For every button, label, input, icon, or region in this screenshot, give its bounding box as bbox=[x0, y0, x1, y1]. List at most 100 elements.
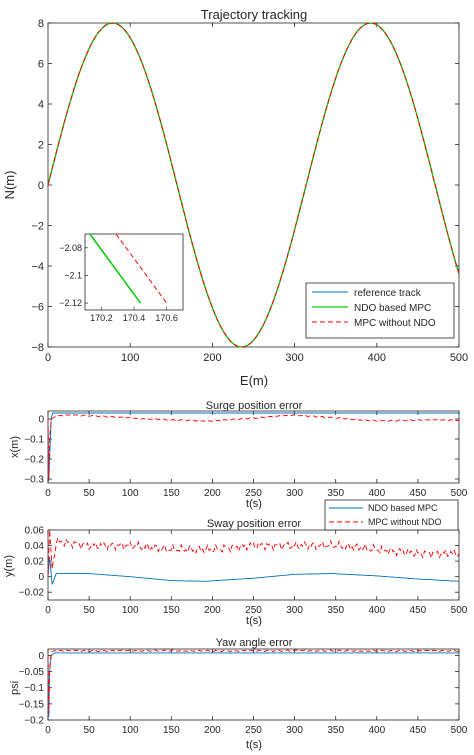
x-tick-label: 0 bbox=[45, 725, 51, 736]
y-tick-labels: 8 6 4 2 0 −2 −4 −6 −8 bbox=[31, 18, 459, 354]
x-tick-label: 400 bbox=[368, 488, 385, 499]
x-tick-label: 350 bbox=[327, 725, 344, 736]
inset-y-tick-label: −2.08 bbox=[59, 243, 82, 253]
x-tick-label: 500 bbox=[451, 488, 468, 499]
y-tick-label: −0.05 bbox=[19, 667, 45, 678]
y-tick-label: −0.1 bbox=[24, 435, 44, 446]
y-tick-label: −6 bbox=[31, 301, 44, 313]
x-tick-label: 400 bbox=[368, 352, 386, 364]
y-tick-labels: 0 −0.05 −0.1 −0.15 −0.2 bbox=[19, 651, 459, 727]
x-tick-label: 0 bbox=[45, 605, 51, 616]
y-tick-label: 0.04 bbox=[25, 541, 45, 552]
x-tick-label: 400 bbox=[368, 605, 385, 616]
series-lines bbox=[47, 649, 460, 717]
x-tick-label: 200 bbox=[204, 725, 221, 736]
plot-area bbox=[47, 648, 460, 721]
x-tick-label: 250 bbox=[245, 725, 262, 736]
inset-x-tick-label: 170.2 bbox=[90, 313, 113, 323]
x-tick-label: 100 bbox=[122, 605, 139, 616]
x-tick-label: 500 bbox=[450, 352, 468, 364]
x-tick-label: 100 bbox=[122, 725, 139, 736]
series-line-0 bbox=[47, 652, 459, 717]
series-line-1 bbox=[47, 414, 460, 480]
y-tick-label: 2 bbox=[38, 139, 44, 151]
x-tick-label: 150 bbox=[163, 605, 180, 616]
x-tick-label: 150 bbox=[163, 725, 180, 736]
inset-line-0 bbox=[89, 233, 142, 304]
x-tick-labels: 0 50 100 150 200 250 300 350 400 450 500 bbox=[45, 411, 468, 499]
inset-x-ticks: 170.2 170.4 170.6 bbox=[90, 307, 178, 323]
series-line-2 bbox=[47, 22, 460, 348]
y-tick-label: −0.15 bbox=[19, 699, 45, 710]
plot-area bbox=[47, 529, 460, 601]
x-tick-label: 50 bbox=[84, 605, 96, 616]
legend-label: MPC without NDO bbox=[368, 517, 442, 527]
x-tick-label: 300 bbox=[286, 488, 303, 499]
zoom-inset: 170.2 170.4 170.6 −2.08 −2.1 −2.12 bbox=[59, 233, 184, 323]
inset-y-tick-label: −2.1 bbox=[64, 270, 82, 280]
y-tick-label: −0.3 bbox=[24, 475, 44, 486]
x-tick-label: 200 bbox=[204, 605, 221, 616]
series-lines bbox=[47, 529, 460, 585]
surge-error-plot: Surge position error 0 50 100 150 200 250 300 3… bbox=[9, 400, 468, 510]
y-tick-label: −0.1 bbox=[24, 683, 44, 694]
x-tick-label: 150 bbox=[163, 488, 180, 499]
y-tick-label: 0 bbox=[38, 180, 44, 192]
x-tick-label: 0 bbox=[45, 488, 51, 499]
y-tick-label: 0 bbox=[38, 572, 44, 583]
legend-box bbox=[305, 282, 455, 339]
y-tick-label: 0.02 bbox=[25, 557, 45, 568]
chart-title: Surge position error bbox=[206, 400, 303, 412]
inset-line-1 bbox=[115, 233, 168, 304]
y-tick-label: −2 bbox=[31, 220, 44, 232]
x-tick-label: 0 bbox=[45, 352, 51, 364]
inset-y-ticks: −2.08 −2.1 −2.12 bbox=[59, 243, 88, 308]
series-line-0 bbox=[47, 412, 459, 482]
y-axis-label: psi bbox=[9, 681, 21, 695]
y-tick-label: 0.06 bbox=[25, 526, 45, 537]
y-axis-label: x(m) bbox=[9, 436, 21, 458]
x-tick-label: 350 bbox=[327, 605, 344, 616]
x-tick-label: 250 bbox=[245, 605, 262, 616]
x-tick-labels: 0 50 100 150 200 250 300 350 400 450 500 bbox=[45, 530, 468, 616]
inset-y-tick-label: −2.12 bbox=[59, 298, 82, 308]
x-tick-label: 350 bbox=[327, 488, 344, 499]
x-tick-label: 300 bbox=[286, 725, 303, 736]
x-tick-label: 500 bbox=[451, 605, 468, 616]
inset-x-tick-label: 170.4 bbox=[123, 313, 146, 323]
y-tick-label: 6 bbox=[38, 58, 44, 70]
y-axis-label: y(m) bbox=[3, 555, 15, 577]
legend: reference track NDO based MPC MPC withou… bbox=[305, 282, 455, 339]
x-tick-label: 450 bbox=[410, 605, 427, 616]
y-tick-label: −0.2 bbox=[24, 716, 44, 727]
series-line-0 bbox=[47, 557, 460, 585]
legend-label: NDO based MPC bbox=[354, 303, 431, 314]
x-tick-label: 50 bbox=[84, 488, 96, 499]
sway-error-plot: Sway position error 0 50 100 150 200 250 300 35… bbox=[3, 499, 468, 627]
chart-title: Sway position error bbox=[207, 518, 301, 530]
x-tick-label: 100 bbox=[122, 488, 139, 499]
legend-label: NDO based MPC bbox=[368, 503, 438, 513]
x-axis-label: t(s) bbox=[246, 739, 262, 751]
chart-title: Trajectory tracking bbox=[201, 7, 307, 22]
x-axis-label: E(m) bbox=[240, 373, 268, 388]
plot-area bbox=[47, 410, 460, 484]
inset-lines bbox=[89, 233, 168, 304]
legend-label: MPC without NDO bbox=[354, 318, 436, 329]
x-tick-labels: 0 100 200 300 400 500 bbox=[45, 23, 468, 364]
x-tick-label: 200 bbox=[204, 488, 221, 499]
series-line-1 bbox=[47, 649, 460, 714]
chart-title: Yaw angle error bbox=[216, 637, 293, 649]
legend-label: reference track bbox=[354, 288, 422, 299]
inset-x-tick-label: 170.6 bbox=[155, 313, 178, 323]
y-tick-label: −0.2 bbox=[24, 455, 44, 466]
legend: NDO based MPC MPC without NDO bbox=[324, 499, 459, 531]
x-tick-label: 450 bbox=[410, 725, 427, 736]
x-tick-label: 200 bbox=[203, 352, 221, 364]
y-tick-label: 4 bbox=[38, 99, 44, 111]
inset-area bbox=[84, 233, 184, 311]
y-tick-label: 0 bbox=[38, 415, 44, 426]
series-lines bbox=[47, 412, 460, 482]
x-tick-label: 400 bbox=[368, 725, 385, 736]
